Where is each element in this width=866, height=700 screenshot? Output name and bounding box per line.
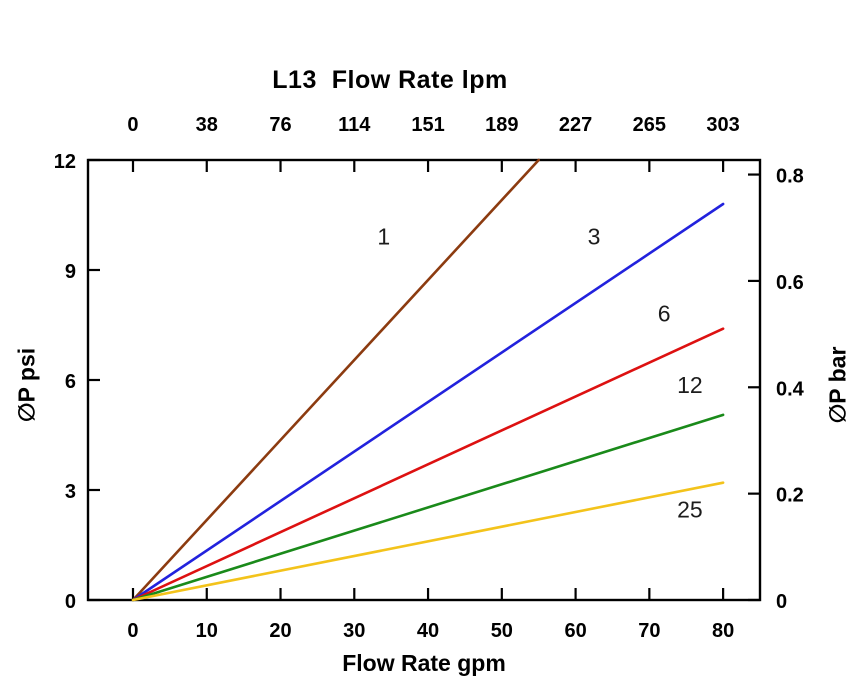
x-tick-label: 20 — [269, 620, 291, 642]
top-tick-label: 227 — [559, 114, 592, 136]
y-tick-label: 3 — [65, 481, 76, 503]
chart-title: L13 Flow Rate lpm — [272, 66, 508, 94]
x-tick-label: 60 — [564, 620, 586, 642]
x-axis-label: Flow Rate gpm — [342, 650, 506, 676]
x-tick-label: 40 — [417, 620, 439, 642]
series-line-3 — [131, 202, 725, 602]
top-tick-label: 151 — [411, 114, 444, 136]
series-label-12: 12 — [677, 372, 703, 398]
series-label-3: 3 — [588, 223, 601, 249]
y-tick-label: 12 — [54, 151, 76, 173]
top-tick-label: 303 — [706, 114, 739, 136]
x-tick-label: 10 — [196, 620, 218, 642]
top-tick-label: 114 — [338, 114, 371, 136]
series-line-25 — [131, 481, 725, 602]
right-tick-label: 0.6 — [776, 272, 804, 294]
y-tick-label: 0 — [65, 591, 76, 613]
right-tick-label: 0 — [776, 591, 787, 613]
right-tick-label: 0.4 — [776, 378, 805, 400]
top-tick-label: 76 — [269, 114, 291, 136]
series-label-6: 6 — [658, 300, 671, 326]
series-line-6 — [131, 327, 725, 602]
x-tick-label: 30 — [343, 620, 365, 642]
top-tick-label: 189 — [485, 114, 518, 136]
y-tick-label: 9 — [65, 261, 76, 283]
series-line-12 — [131, 413, 725, 602]
series-label-1: 1 — [377, 223, 390, 249]
x-tick-label: 50 — [491, 620, 513, 642]
top-tick-label: 265 — [633, 114, 666, 136]
series-label-25: 25 — [677, 497, 703, 523]
series-line-1 — [131, 158, 541, 602]
right-tick-label: 0.2 — [776, 485, 804, 507]
top-tick-label: 38 — [196, 114, 218, 136]
y-tick-label: 6 — [65, 371, 76, 393]
x-tick-label: 70 — [638, 620, 660, 642]
x-tick-label: 80 — [712, 620, 734, 642]
right-tick-label: 0.8 — [776, 166, 804, 188]
top-tick-label: 0 — [127, 114, 138, 136]
x-tick-label: 0 — [127, 620, 138, 642]
plot-frame — [86, 158, 762, 602]
